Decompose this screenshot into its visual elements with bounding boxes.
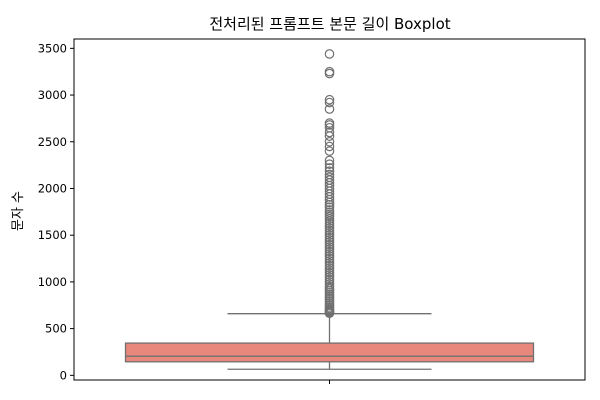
outlier-point: [324, 104, 335, 114]
outlier-point: [324, 277, 335, 287]
outlier-point: [324, 159, 335, 169]
iqr-box: [124, 342, 535, 363]
outlier-point: [324, 263, 335, 273]
outlier-point: [324, 66, 335, 77]
outlier-point: [324, 279, 335, 290]
outlier-point: [324, 209, 335, 220]
outlier-point: [324, 166, 335, 176]
outlier-point: [324, 205, 335, 215]
y-tick-label: 3500: [38, 41, 67, 55]
outlier-point: [324, 232, 335, 243]
outlier-point: [324, 94, 335, 105]
outlier-point: [324, 172, 335, 183]
outlier-point: [324, 235, 335, 245]
y-tick-label: 1000: [38, 275, 67, 289]
outlier-point: [324, 228, 335, 238]
outlier-point: [324, 202, 335, 212]
outlier-point: [324, 253, 335, 264]
outlier-point: [324, 122, 335, 133]
outlier-point: [324, 244, 335, 255]
outlier-point: [324, 274, 335, 285]
outlier-point: [324, 136, 335, 147]
y-axis-label: 문자 수: [11, 191, 26, 231]
outlier-point: [324, 207, 335, 218]
y-tick-label: 0: [60, 368, 67, 382]
outlier-point: [324, 49, 335, 59]
y-tick-label: 2500: [38, 135, 67, 149]
outlier-point: [324, 260, 335, 271]
outlier-point: [324, 246, 335, 257]
outlier-point: [324, 237, 335, 247]
plot-area: 0 500 1000 1500 2000 2500 3000 3500: [38, 38, 586, 384]
y-tick-label: 500: [45, 322, 67, 336]
y-tick-label: 1500: [38, 228, 67, 242]
outlier-point: [324, 127, 335, 138]
outlier-point: [324, 272, 335, 283]
outlier-point: [324, 141, 335, 152]
outlier-point: [324, 270, 335, 280]
outlier-point: [324, 258, 335, 269]
outlier-point: [324, 230, 335, 240]
outlier-point: [324, 256, 335, 266]
outlier-point: [324, 225, 335, 236]
y-tick-label: 3000: [38, 88, 67, 102]
outlier-point: [324, 118, 335, 128]
outlier-point: [324, 68, 335, 79]
outlier-point: [324, 239, 335, 250]
outlier-point: [324, 265, 335, 276]
outlier-point: [324, 223, 335, 233]
outlier-point: [324, 155, 335, 166]
outlier-point: [324, 251, 335, 262]
y-tick-label: 2000: [38, 181, 67, 195]
outlier-point: [324, 169, 335, 180]
outlier-point: [324, 242, 335, 252]
outlier-point: [324, 249, 335, 259]
outlier-point: [324, 267, 335, 278]
outlier-point: [324, 163, 335, 173]
outlier-point: [324, 97, 335, 108]
outlier-point: [324, 146, 335, 156]
outlier-point: [324, 281, 335, 292]
chart-title: 전처리된 프롬프트 본문 길이 Boxplot: [209, 15, 450, 33]
outlier-point: [324, 221, 335, 231]
